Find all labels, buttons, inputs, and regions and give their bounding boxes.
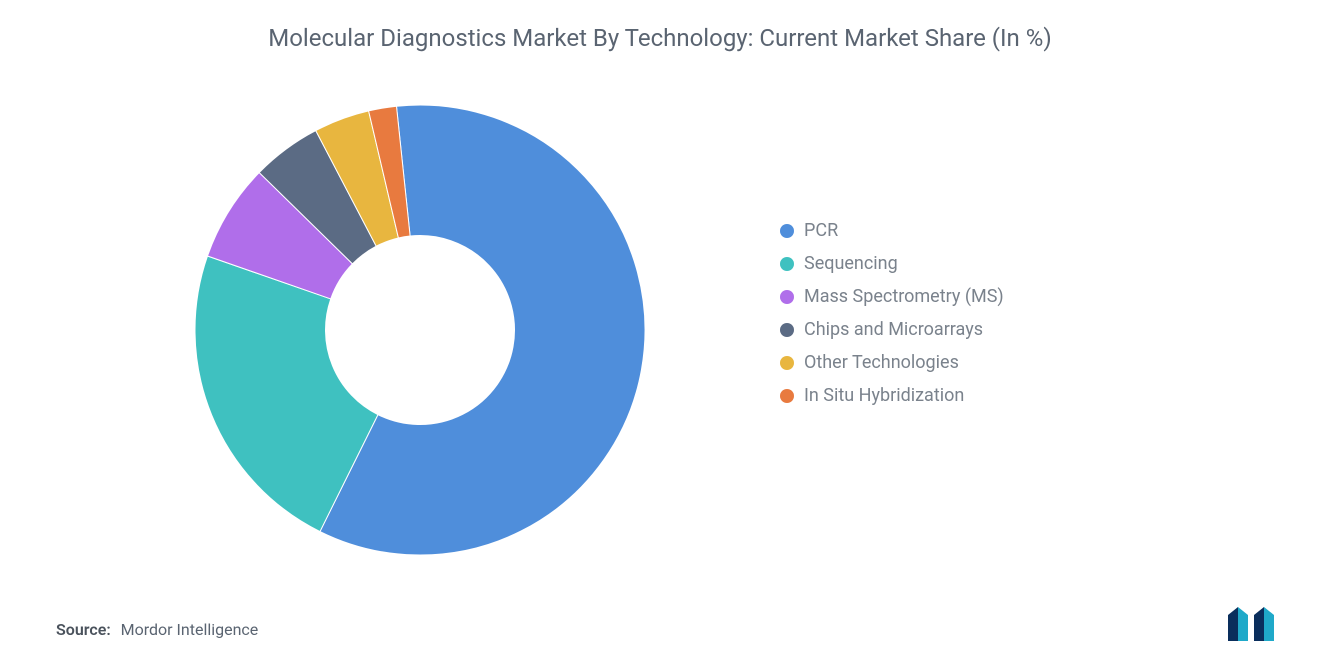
logo-bar xyxy=(1238,607,1248,641)
legend-label: Sequencing xyxy=(804,253,898,274)
brand-logo-icon xyxy=(1224,601,1280,641)
legend-item: Mass Spectrometry (MS) xyxy=(780,286,1004,307)
legend: PCR Sequencing Mass Spectrometry (MS) Chips… xyxy=(780,220,1004,406)
source-value: Mordor Intelligence xyxy=(121,620,259,639)
donut-chart xyxy=(180,90,660,570)
legend-item: Sequencing xyxy=(780,253,1004,274)
source-attribution: Source: Mordor Intelligence xyxy=(56,620,258,639)
legend-dot-icon xyxy=(780,290,794,304)
source-label: Source: xyxy=(56,620,111,639)
logo-bar xyxy=(1254,607,1264,641)
logo-bar xyxy=(1228,607,1238,641)
legend-dot-icon xyxy=(780,224,794,238)
legend-item: In Situ Hybridization xyxy=(780,385,1004,406)
legend-label: PCR xyxy=(804,220,838,241)
chart-title: Molecular Diagnostics Market By Technolo… xyxy=(0,24,1320,52)
legend-dot-icon xyxy=(780,257,794,271)
legend-label: Other Technologies xyxy=(804,352,959,373)
legend-label: Chips and Microarrays xyxy=(804,319,983,340)
legend-item: PCR xyxy=(780,220,1004,241)
legend-item: Chips and Microarrays xyxy=(780,319,1004,340)
legend-label: In Situ Hybridization xyxy=(804,385,964,406)
legend-dot-icon xyxy=(780,389,794,403)
legend-label: Mass Spectrometry (MS) xyxy=(804,286,1004,307)
donut-hole xyxy=(326,236,515,425)
legend-dot-icon xyxy=(780,323,794,337)
legend-item: Other Technologies xyxy=(780,352,1004,373)
legend-dot-icon xyxy=(780,356,794,370)
logo-bar xyxy=(1264,607,1274,641)
